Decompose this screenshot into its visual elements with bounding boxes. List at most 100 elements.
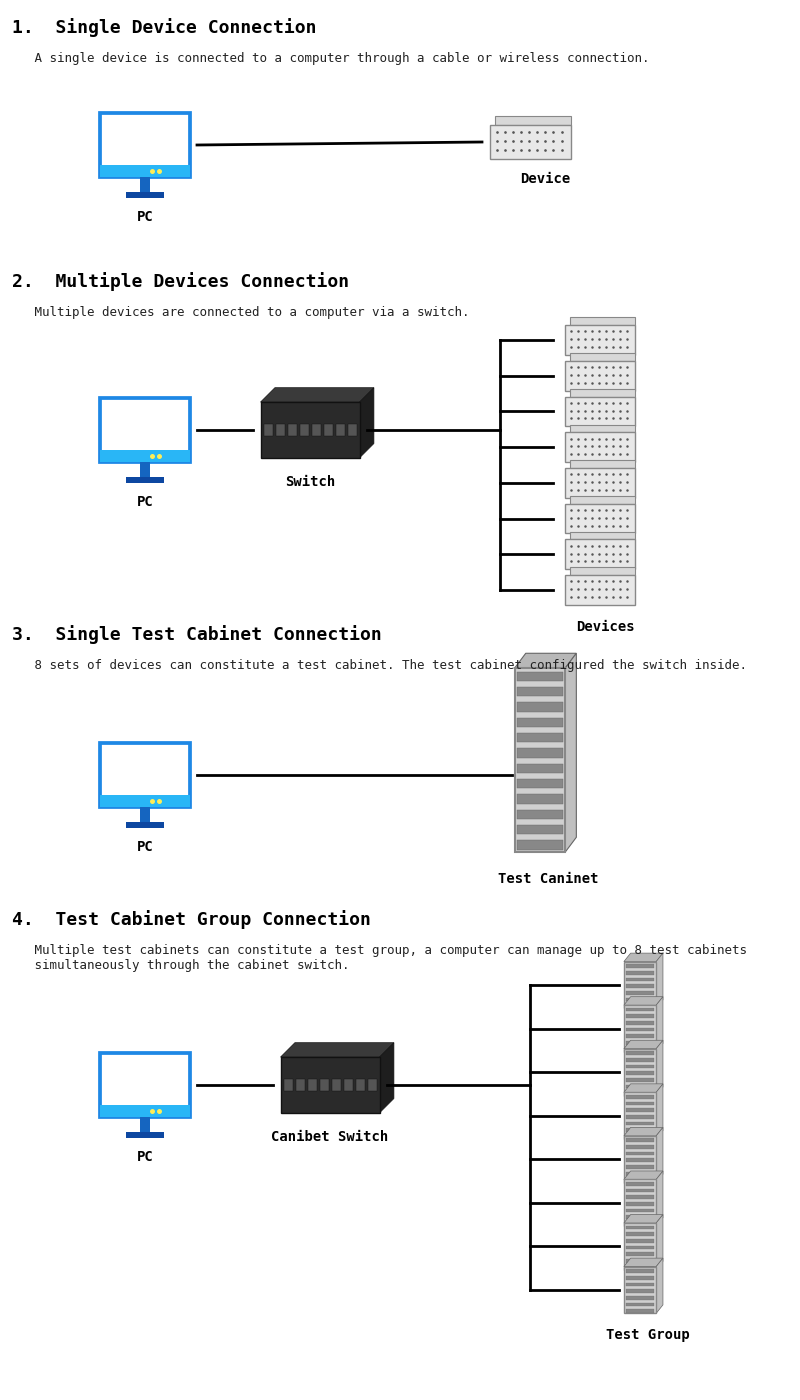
Bar — [139, 178, 150, 192]
Polygon shape — [656, 1040, 663, 1096]
Bar — [626, 1021, 654, 1025]
Bar — [626, 1035, 654, 1039]
Text: 4.  Test Cabinet Group Connection: 4. Test Cabinet Group Connection — [12, 910, 371, 930]
FancyBboxPatch shape — [100, 398, 190, 462]
Bar — [518, 794, 562, 804]
Polygon shape — [624, 1127, 663, 1135]
Bar — [319, 1079, 329, 1092]
Text: 8 sets of devices can constitute a test cabinet. The test cabinet configured the: 8 sets of devices can constitute a test … — [12, 659, 747, 672]
Bar — [626, 1179, 654, 1182]
Bar — [570, 461, 635, 468]
Bar — [626, 1165, 654, 1169]
Bar — [624, 1224, 656, 1270]
Bar — [626, 1071, 654, 1075]
Polygon shape — [281, 1043, 394, 1057]
Bar — [565, 361, 635, 391]
Bar — [570, 567, 635, 575]
Bar — [261, 402, 359, 458]
Text: PC: PC — [137, 840, 154, 854]
Polygon shape — [261, 388, 374, 402]
Bar — [626, 991, 654, 994]
Bar — [518, 763, 562, 773]
Polygon shape — [656, 1259, 663, 1313]
Bar — [626, 1008, 654, 1011]
Polygon shape — [624, 997, 663, 1005]
Bar — [626, 1253, 654, 1256]
Bar — [626, 1222, 654, 1226]
Bar — [626, 1145, 654, 1149]
Bar — [490, 125, 570, 160]
Text: PC: PC — [137, 1149, 154, 1163]
Bar — [323, 424, 333, 437]
Bar — [626, 1114, 654, 1119]
Bar — [626, 1208, 654, 1212]
Text: PC: PC — [137, 210, 154, 224]
Text: Devices: Devices — [576, 620, 634, 634]
Bar — [624, 962, 656, 1008]
Bar — [626, 1121, 654, 1126]
Bar — [100, 449, 190, 462]
Bar — [126, 477, 164, 483]
Bar — [139, 462, 150, 477]
Bar — [626, 1102, 654, 1105]
Bar — [626, 1109, 654, 1112]
Bar — [331, 1079, 341, 1092]
Bar — [626, 1064, 654, 1068]
Bar — [624, 1179, 656, 1226]
Bar — [626, 970, 654, 974]
Bar — [626, 1275, 654, 1280]
Bar — [624, 1092, 656, 1140]
Text: Test Group: Test Group — [606, 1329, 690, 1343]
Bar — [626, 1015, 654, 1018]
Bar — [518, 703, 562, 711]
Bar — [626, 1282, 654, 1287]
Polygon shape — [624, 1259, 663, 1267]
Bar — [100, 795, 190, 808]
Bar — [283, 1079, 293, 1092]
Bar — [626, 1302, 654, 1306]
Bar — [139, 808, 150, 822]
FancyBboxPatch shape — [100, 1053, 190, 1117]
Bar — [624, 1135, 656, 1183]
Text: A single device is connected to a computer through a cable or wireless connectio: A single device is connected to a comput… — [12, 52, 650, 64]
Bar — [626, 1189, 654, 1193]
Bar — [307, 1079, 317, 1092]
Text: PC: PC — [137, 496, 154, 510]
Bar — [565, 433, 635, 462]
Polygon shape — [379, 1043, 394, 1113]
Polygon shape — [624, 1170, 663, 1179]
Bar — [518, 687, 562, 696]
Bar — [347, 424, 357, 437]
Text: 2.  Multiple Devices Connection: 2. Multiple Devices Connection — [12, 272, 349, 291]
Bar — [570, 532, 635, 539]
Bar — [626, 1182, 654, 1186]
Bar — [626, 1239, 654, 1243]
Polygon shape — [359, 388, 374, 458]
Bar — [626, 1042, 654, 1044]
Bar — [626, 1128, 654, 1133]
Bar — [626, 1266, 654, 1270]
Bar — [626, 1215, 654, 1219]
Bar — [626, 1196, 654, 1198]
Bar — [626, 1296, 654, 1299]
Bar — [335, 424, 345, 437]
Bar — [626, 1058, 654, 1061]
Bar — [287, 424, 297, 437]
Bar — [626, 1203, 654, 1205]
Bar — [626, 1172, 654, 1176]
Bar — [624, 1005, 656, 1051]
Bar — [355, 1079, 365, 1092]
Bar — [570, 424, 635, 433]
Bar — [565, 325, 635, 354]
Bar — [126, 822, 164, 827]
Bar — [626, 965, 654, 967]
Bar — [518, 825, 562, 834]
Polygon shape — [624, 1040, 663, 1049]
Text: Test Caninet: Test Caninet — [498, 872, 598, 886]
Bar — [139, 1117, 150, 1131]
Bar — [624, 1267, 656, 1313]
Bar — [100, 165, 190, 178]
FancyBboxPatch shape — [100, 112, 190, 178]
Text: Canibet Switch: Canibet Switch — [271, 1130, 389, 1144]
Bar — [311, 424, 321, 437]
